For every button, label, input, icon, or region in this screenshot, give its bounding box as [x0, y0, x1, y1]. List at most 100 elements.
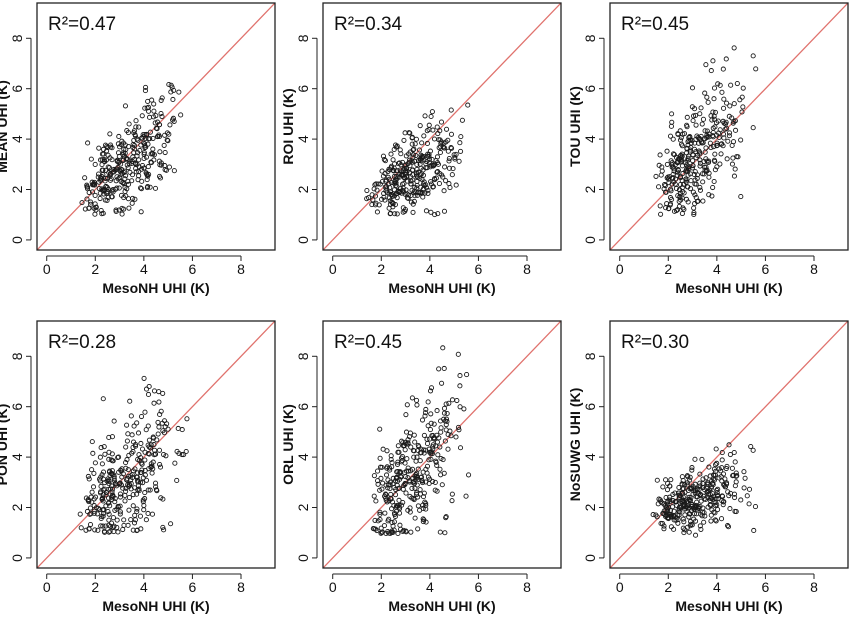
data-point — [445, 431, 451, 438]
data-point — [106, 456, 112, 462]
data-point — [162, 132, 168, 138]
data-point — [702, 90, 708, 96]
data-point — [124, 438, 130, 444]
data-point — [432, 479, 438, 485]
data-point — [120, 150, 126, 156]
data-point — [374, 209, 380, 215]
data-point — [410, 201, 416, 207]
data-point — [395, 468, 401, 475]
data-point — [139, 467, 145, 473]
data-point — [457, 383, 463, 389]
data-point — [449, 498, 455, 504]
data-point — [129, 178, 135, 184]
data-point — [409, 395, 415, 401]
data-point — [424, 165, 430, 171]
y-tick-label: 6 — [295, 403, 311, 411]
data-point — [155, 133, 161, 140]
data-point — [135, 470, 141, 476]
data-point — [697, 184, 703, 190]
data-point — [726, 442, 732, 448]
data-point — [142, 449, 148, 455]
data-point — [97, 190, 103, 196]
data-point — [150, 146, 156, 152]
data-point — [750, 125, 756, 131]
data-point — [93, 207, 99, 213]
data-point — [149, 463, 155, 469]
data-point — [96, 171, 102, 177]
data-point — [664, 148, 670, 154]
data-point — [693, 494, 699, 500]
data-point — [687, 477, 693, 483]
data-point — [445, 446, 451, 452]
data-point — [183, 448, 189, 455]
data-point — [151, 108, 157, 114]
data-point — [137, 513, 143, 519]
data-point — [664, 161, 670, 167]
data-point — [692, 106, 698, 112]
plot-frame — [609, 2, 849, 251]
data-point — [740, 104, 746, 110]
data-point — [677, 173, 683, 180]
data-point — [428, 385, 435, 391]
data-point — [100, 396, 106, 402]
x-tick-label: 4 — [140, 261, 148, 277]
y-axis-title: MEAN UHI (K) — [0, 80, 10, 173]
data-point — [123, 173, 129, 179]
data-point — [403, 187, 409, 193]
data-point — [423, 447, 429, 453]
data-point — [165, 426, 171, 432]
data-point — [422, 413, 428, 419]
data-point — [100, 210, 106, 216]
data-point — [403, 490, 409, 496]
data-point — [409, 485, 415, 491]
data-point — [729, 115, 735, 121]
data-point — [674, 172, 680, 179]
data-point — [138, 440, 144, 447]
data-point — [130, 142, 136, 148]
data-point — [89, 489, 95, 495]
data-point — [414, 192, 421, 198]
data-point — [729, 465, 735, 471]
data-point — [450, 166, 456, 172]
data-point — [424, 441, 431, 447]
x-tick-label: 8 — [810, 261, 818, 277]
data-point — [687, 134, 693, 140]
data-point — [388, 453, 394, 459]
data-point — [444, 410, 450, 417]
data-point — [463, 493, 469, 499]
data-point — [752, 504, 759, 510]
data-point — [160, 524, 166, 530]
r2-annotation: R²=0.47 — [48, 14, 116, 35]
data-point — [105, 186, 112, 192]
data-point — [458, 148, 464, 154]
data-point — [101, 156, 107, 163]
data-point — [152, 120, 158, 126]
data-point — [142, 105, 148, 111]
data-point — [661, 508, 667, 514]
data-point — [415, 526, 421, 532]
data-point — [452, 154, 458, 160]
data-point — [107, 131, 113, 137]
data-point — [698, 105, 704, 111]
data-point — [96, 476, 103, 482]
data-point — [691, 146, 698, 152]
data-point — [96, 506, 103, 513]
data-point — [719, 89, 725, 95]
data-point — [703, 475, 709, 481]
data-point — [656, 162, 662, 168]
data-point — [658, 520, 664, 527]
data-point — [455, 424, 462, 430]
data-point — [382, 197, 388, 203]
data-point — [407, 430, 413, 436]
data-point — [379, 196, 385, 202]
data-point — [162, 149, 168, 156]
data-point — [142, 457, 148, 463]
data-point — [145, 487, 151, 493]
data-point — [718, 516, 725, 522]
data-point — [673, 208, 679, 214]
data-point — [711, 178, 717, 185]
data-point — [435, 169, 441, 175]
data-point — [424, 470, 430, 476]
data-point — [435, 161, 441, 167]
